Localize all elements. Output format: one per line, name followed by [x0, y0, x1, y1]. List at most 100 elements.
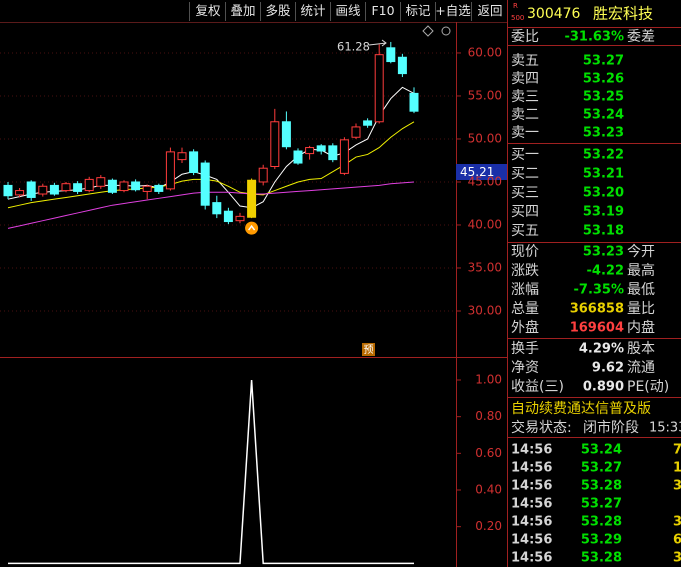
candle-body — [212, 202, 222, 215]
high-label: 61.28 — [337, 40, 370, 54]
y-tick-label: 45.00 — [468, 174, 502, 188]
candle-body — [119, 181, 129, 192]
row-label: 卖三 — [511, 89, 539, 105]
high-arrow — [368, 39, 387, 47]
toolbar-button[interactable]: 复权 — [195, 3, 221, 18]
row-label: 委比 — [511, 29, 539, 45]
stock-code: 300476 — [527, 6, 581, 22]
candle-body — [3, 184, 13, 197]
candle-body — [142, 185, 152, 192]
badge-top: R — [513, 2, 518, 10]
y-tick-label: 0.60 — [475, 446, 502, 460]
row-label: 内盘 — [627, 319, 655, 336]
candle-body — [107, 179, 117, 193]
row-value: -7.35% — [574, 283, 625, 298]
candle-body — [351, 126, 361, 138]
status-time: 15:33 — [649, 421, 681, 436]
tick-time: 14:56 — [511, 443, 552, 458]
row-label: 买四 — [511, 204, 539, 220]
candle-body — [189, 151, 199, 174]
tick-volume: 7 — [673, 443, 681, 458]
row-label: PE(动) — [627, 379, 669, 395]
toolbar-button[interactable]: 多股 — [265, 3, 291, 18]
y-tick-label: 1.00 — [475, 373, 502, 387]
row-value: 53.23 — [583, 126, 624, 141]
row-value: 366858 — [570, 302, 624, 317]
row-value: -31.63% — [564, 30, 624, 45]
row-value: 53.23 — [583, 245, 624, 260]
row-label: 收益(三) — [511, 379, 564, 395]
price-line-box — [456, 164, 507, 180]
tick-volume: 1 — [673, 461, 681, 476]
toolbar-button[interactable]: 返回 — [477, 3, 502, 18]
toolbar-button[interactable]: 叠加 — [230, 3, 255, 18]
tick-time: 14:56 — [511, 461, 552, 476]
row-label: 净资 — [511, 360, 539, 376]
tick-price: 53.28 — [581, 479, 622, 494]
tick-volume: 3 — [673, 479, 681, 494]
candle-body — [84, 178, 94, 192]
tick-price: 53.27 — [581, 497, 622, 512]
marker-box — [362, 343, 375, 356]
toolbar-button[interactable]: 统计 — [300, 3, 325, 18]
row-value: 53.18 — [583, 224, 624, 239]
y-tick-label: 35.00 — [468, 260, 502, 274]
tick-price: 53.27 — [581, 461, 622, 476]
row-value: 53.26 — [583, 72, 624, 87]
signal-icon-arrow — [248, 224, 256, 231]
row-label: 股本 — [627, 341, 655, 357]
badge-bottom: 500 — [511, 14, 524, 22]
row-label: 现价 — [511, 244, 539, 260]
candle-body — [154, 184, 164, 192]
y-tick-label: 50.00 — [468, 131, 502, 145]
candle-body — [409, 92, 419, 112]
row-label: 涨跌 — [511, 263, 539, 279]
candle-body — [258, 167, 268, 183]
tick-price: 53.28 — [581, 515, 622, 530]
tick-price: 53.29 — [581, 533, 622, 548]
row-label: 买五 — [511, 223, 539, 239]
diamond-icon — [422, 25, 434, 37]
candle-body — [328, 145, 338, 161]
row-value: -4.22 — [587, 264, 624, 279]
y-tick-label: 0.20 — [475, 519, 502, 533]
signal-icon — [245, 221, 259, 235]
tick-volume: 3 — [673, 551, 681, 566]
candle-body — [49, 184, 59, 195]
y-tick-label: 60.00 — [468, 45, 502, 59]
row-label: 今开 — [627, 244, 655, 260]
row-label: 买三 — [511, 185, 539, 201]
notice: 自动续费通达信普及版 — [511, 400, 651, 417]
toolbar-button[interactable]: F10 — [371, 3, 394, 18]
row-value: 53.20 — [583, 186, 624, 201]
candle-body — [61, 183, 71, 192]
row-value: 53.19 — [583, 205, 624, 220]
candle-body — [177, 152, 187, 161]
candle-body — [374, 54, 384, 123]
row-label: 最低 — [627, 282, 655, 298]
candle-body — [247, 179, 257, 218]
row-value: 9.62 — [592, 361, 624, 376]
row-value: 53.25 — [583, 90, 624, 105]
y-tick-label: 30.00 — [468, 303, 502, 317]
row-value: 53.22 — [583, 148, 624, 163]
status-value: 闭市阶段 — [583, 419, 639, 436]
moving-average — [7, 181, 415, 229]
y-tick-label: 0.40 — [475, 483, 502, 497]
toolbar-button[interactable]: 画线 — [335, 3, 361, 18]
candle-body — [26, 181, 36, 198]
circle-icon — [441, 26, 451, 36]
toolbar-button[interactable]: +自选 — [435, 3, 471, 18]
candle-body — [293, 150, 303, 164]
row-label: 最高 — [627, 262, 655, 279]
toolbar-button[interactable]: 标记 — [405, 3, 431, 18]
row-label: 流通 — [627, 360, 655, 376]
candle-body — [339, 139, 349, 174]
candle-body — [38, 185, 48, 195]
row-label: 卖四 — [511, 71, 539, 87]
status-label: 交易状态: — [511, 419, 572, 436]
indicator-line — [8, 379, 414, 565]
candle-body — [235, 215, 245, 222]
candle-body — [96, 177, 106, 187]
